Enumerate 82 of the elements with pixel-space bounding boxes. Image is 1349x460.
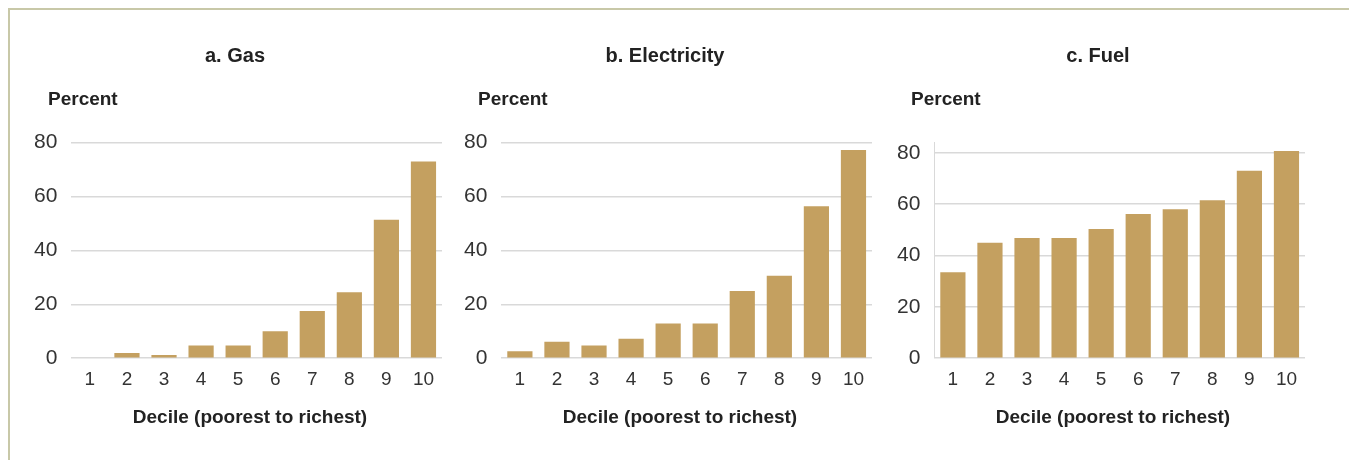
x-tick-label: 3 [158, 367, 170, 389]
x-tick-label: 4 [625, 367, 637, 389]
y-tick-label: 40 [897, 242, 921, 266]
bar [336, 292, 362, 358]
bar [803, 206, 830, 358]
bar [225, 345, 251, 358]
bar [977, 242, 1003, 358]
bar [373, 219, 400, 358]
x-tick-label: 1 [514, 367, 526, 389]
bar [188, 345, 214, 358]
bar [1162, 209, 1188, 358]
x-tick-label: 9 [811, 367, 822, 389]
bar [299, 311, 325, 358]
x-tick-label: 4 [1058, 367, 1070, 389]
x-tick-label: 6 [269, 367, 281, 389]
x-tick-label: 7 [306, 367, 318, 389]
x-tick-label: 8 [1207, 367, 1218, 389]
x-axis-title: Decile (poorest to richest) [131, 406, 369, 428]
y-tick-label: 0 [475, 345, 488, 368]
y-tick-label: 20 [34, 291, 58, 315]
x-tick-label: 4 [195, 367, 207, 389]
x-tick-label: 8 [344, 367, 355, 389]
bar [1014, 238, 1040, 358]
bar [840, 149, 867, 358]
x-tick-label: 3 [1021, 367, 1033, 389]
y-tick-label: 60 [34, 183, 58, 207]
bar [410, 161, 437, 358]
bar [729, 291, 755, 358]
x-tick-label: 7 [736, 367, 748, 389]
y-tick-label: 20 [464, 291, 488, 315]
bar [940, 272, 966, 358]
bar [1273, 151, 1300, 358]
x-tick-label: 2 [984, 367, 996, 389]
y-tick-label: 60 [897, 191, 921, 214]
x-tick-label: 5 [662, 367, 674, 389]
bar [262, 331, 288, 358]
bar [1199, 200, 1225, 358]
y-tick-label: 0 [45, 345, 58, 368]
y-tick-label: 60 [464, 183, 488, 207]
x-axis-title: Decile (poorest to richest) [561, 406, 799, 428]
y-tick-label: 80 [897, 139, 921, 163]
x-tick-label: 10 [412, 367, 435, 389]
x-tick-label: 3 [588, 367, 600, 389]
x-tick-label: 2 [551, 367, 563, 389]
bar [692, 323, 718, 358]
x-tick-label: 2 [121, 367, 133, 389]
bar [766, 275, 792, 358]
y-tick-label: 40 [34, 237, 58, 261]
x-tick-label: 10 [842, 367, 865, 389]
y-tick-label: 20 [897, 293, 921, 317]
bar [618, 338, 644, 358]
bar [1051, 238, 1077, 358]
bar [544, 341, 570, 358]
bar [507, 351, 533, 358]
y-tick-label: 80 [34, 129, 58, 153]
y-axis-title: Percent [48, 88, 118, 110]
y-axis-title: Percent [911, 88, 981, 110]
chart-title: c. Fuel [1065, 44, 1131, 67]
chart-title: b. Electricity [604, 44, 726, 67]
x-tick-label: 7 [1169, 367, 1181, 389]
y-axis-title: Percent [478, 88, 548, 110]
x-axis-title: Decile (poorest to richest) [994, 406, 1232, 428]
y-tick-label: 80 [464, 129, 488, 153]
bar [581, 345, 607, 358]
x-tick-label: 6 [1132, 367, 1144, 389]
x-tick-label: 1 [84, 367, 96, 389]
bar [114, 353, 140, 358]
x-tick-label: 9 [381, 367, 392, 389]
bar [1088, 229, 1114, 358]
y-tick-label: 40 [464, 237, 488, 261]
x-tick-label: 5 [1095, 367, 1107, 389]
x-tick-label: 10 [1275, 367, 1298, 389]
chart-title: a. Gas [203, 44, 266, 67]
bar [655, 323, 681, 358]
x-tick-label: 8 [774, 367, 785, 389]
x-tick-label: 5 [232, 367, 244, 389]
x-tick-label: 9 [1244, 367, 1255, 389]
x-tick-label: 6 [699, 367, 711, 389]
bar [1236, 170, 1263, 358]
x-tick-label: 1 [947, 367, 959, 389]
y-tick-label: 0 [908, 345, 921, 368]
bar [1125, 213, 1151, 358]
